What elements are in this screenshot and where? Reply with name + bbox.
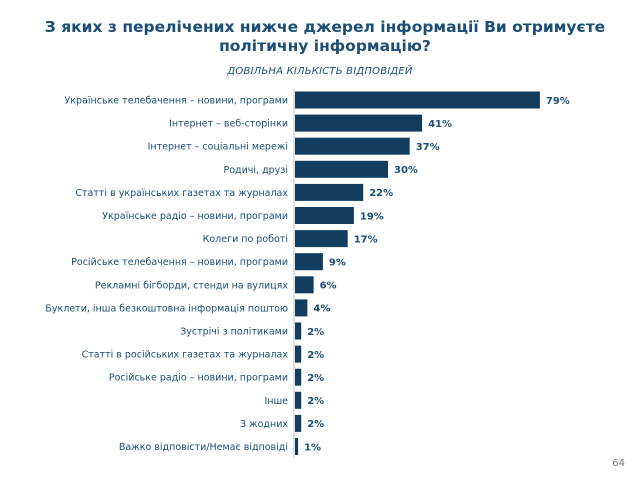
data-label: 79% (546, 96, 570, 107)
data-label: 2% (307, 350, 324, 361)
category-label: Колеги по роботі (203, 234, 288, 245)
category-label: Російське телебачення – новини, програми (71, 257, 288, 268)
bar (295, 160, 388, 178)
category-label: Зустрічі з політиками (180, 327, 288, 338)
data-label: 17% (354, 234, 378, 245)
category-label: Російське радіо – новини, програми (109, 373, 288, 384)
bar (295, 253, 323, 271)
bar (295, 368, 302, 386)
data-label: 41% (428, 119, 452, 130)
category-label: Важко відповісти/Немає відповіді (119, 442, 288, 453)
bar (295, 345, 302, 363)
data-label: 1% (304, 442, 321, 453)
data-label: 19% (360, 211, 384, 222)
category-label: Українське радіо – новини, програми (102, 211, 288, 222)
category-label: Інтернет – соціальні мережі (148, 142, 288, 153)
data-label: 2% (307, 396, 324, 407)
data-label: 2% (307, 327, 324, 338)
bar (295, 183, 364, 201)
data-label: 9% (329, 258, 346, 269)
bar (295, 207, 354, 224)
category-label: Рекламні бігборди, стенди на вулицях (95, 280, 288, 291)
chart-title: З яких з перелічених нижче джерел інформ… (44, 18, 606, 55)
bar (295, 276, 314, 294)
bar (295, 322, 302, 340)
chart-subtitle: ДОВІЛЬНА КІЛЬКІСТЬ ВІДПОВІДЕЙ (227, 66, 413, 77)
category-label: Інше (264, 396, 288, 407)
bar (295, 391, 302, 409)
bar (295, 114, 423, 132)
bar (295, 299, 308, 317)
category-label: Буклети, інша безкоштовна інформація пош… (45, 303, 288, 314)
bar (295, 91, 540, 109)
category-label: Статті в українських газетах та журналах (75, 188, 288, 199)
data-label: 2% (307, 419, 324, 430)
data-label: 37% (416, 142, 440, 153)
bar (295, 438, 299, 455)
category-label: Українське телебачення – новини, програм… (65, 96, 288, 107)
data-label: 30% (394, 165, 418, 176)
page-number: 64 (612, 458, 625, 469)
category-label: З жодних (240, 419, 288, 430)
category-label: Статті в російських газетах та журналах (82, 350, 289, 361)
bar (295, 230, 348, 248)
bar (295, 137, 410, 155)
bar (295, 414, 302, 432)
data-label: 2% (307, 373, 324, 384)
category-label: Родичі, друзі (224, 165, 289, 176)
category-label: Інтернет – веб-сторінки (169, 119, 288, 130)
data-label: 4% (313, 304, 330, 315)
data-label: 22% (369, 188, 393, 199)
data-label: 6% (320, 281, 337, 292)
